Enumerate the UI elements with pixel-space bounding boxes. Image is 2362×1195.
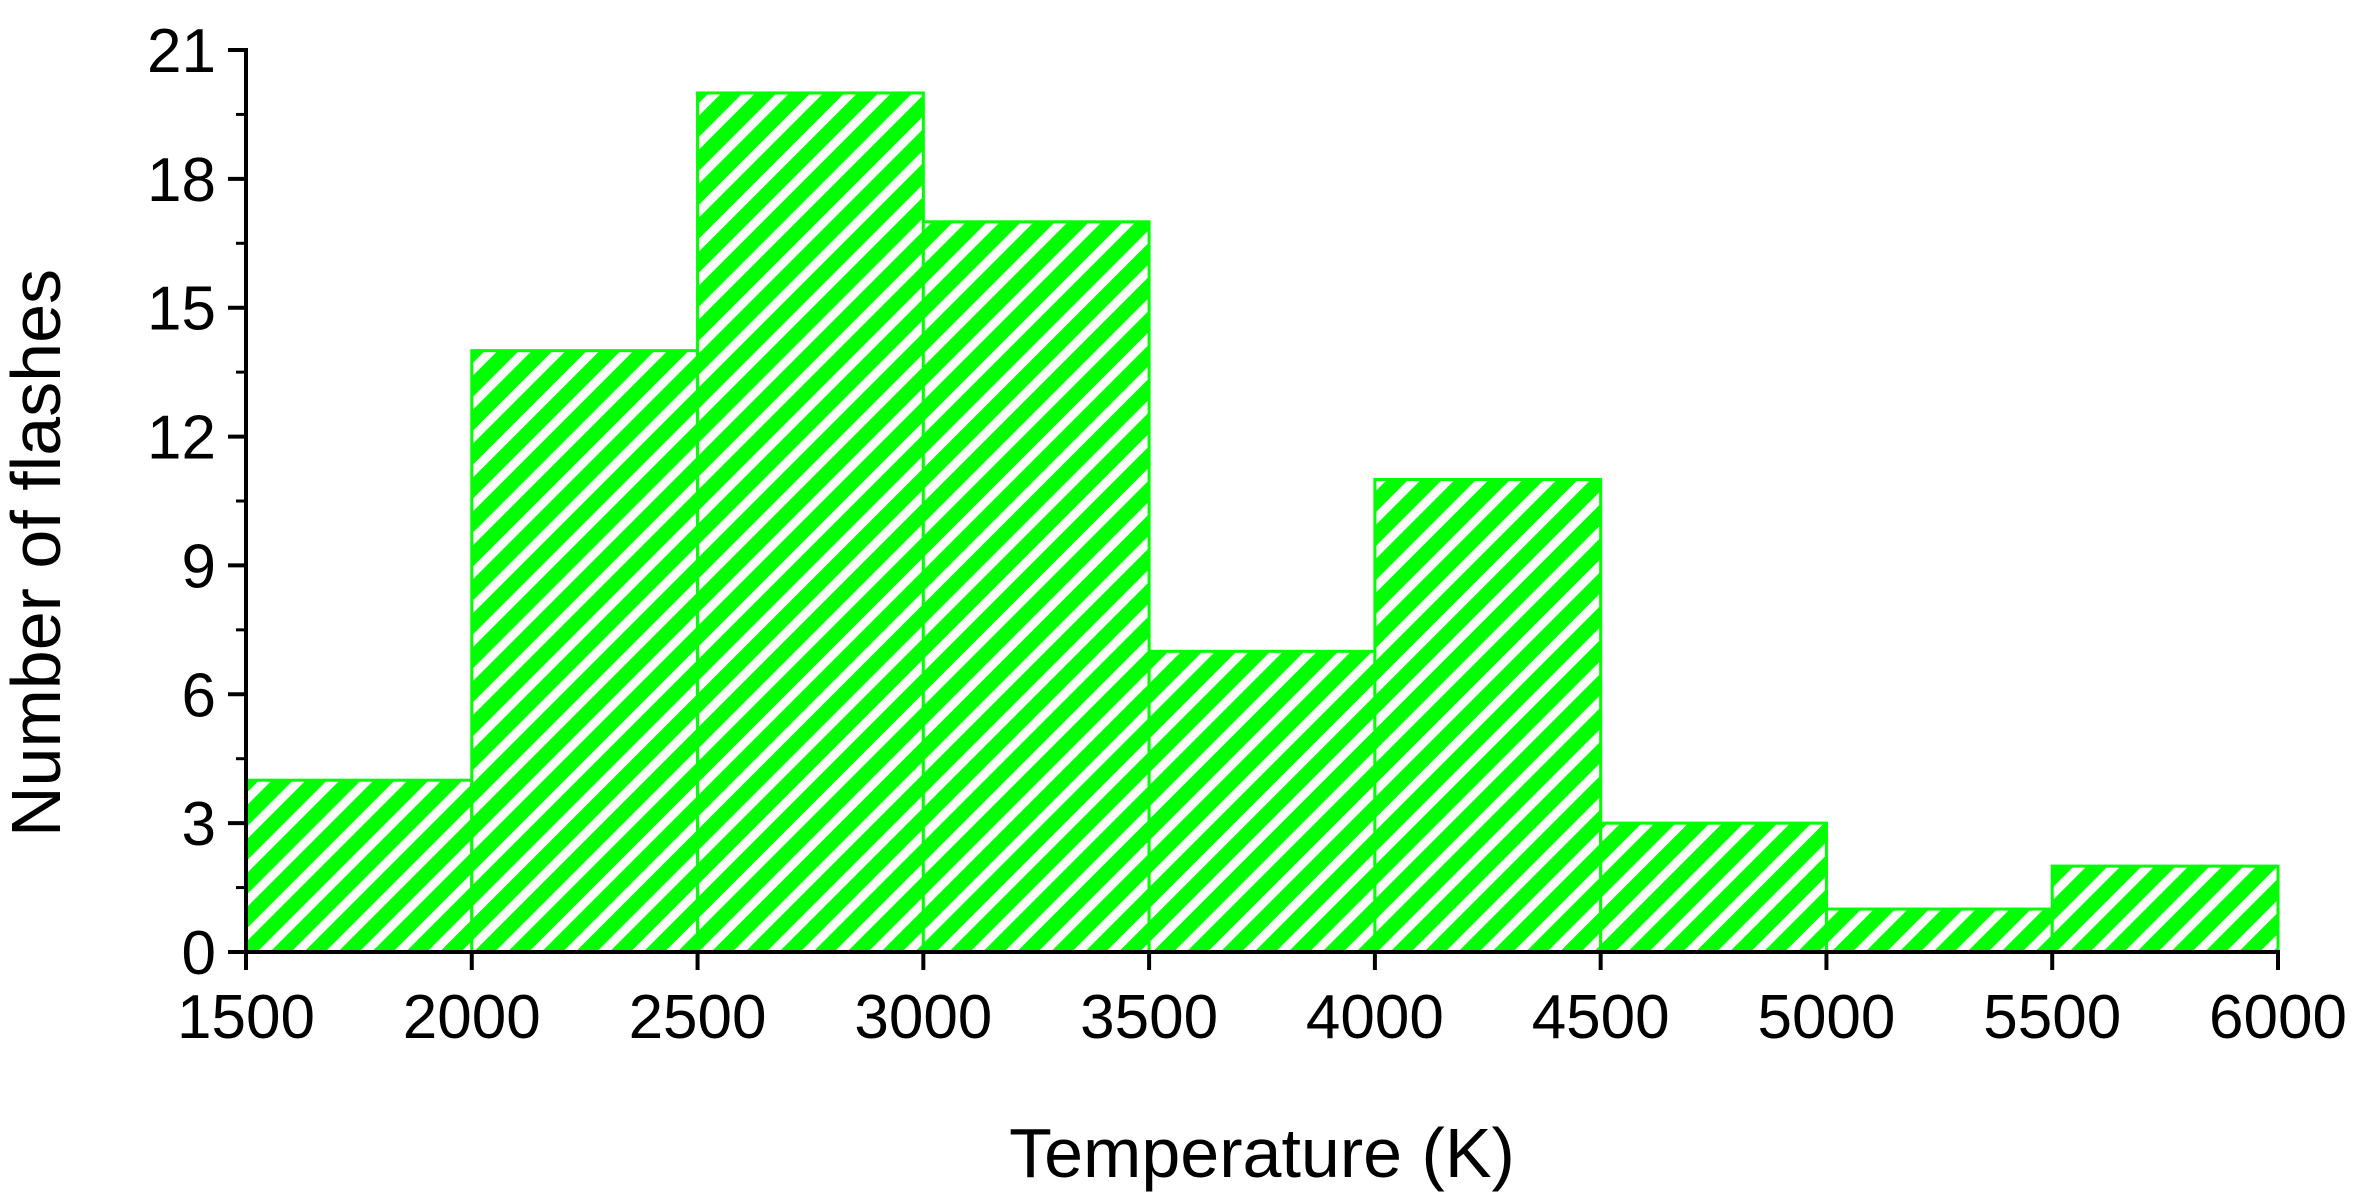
histogram-bar-5 [1373, 478, 1603, 954]
histogram-bar-8 [2050, 864, 2280, 954]
x-tick-label: 3000 [854, 983, 992, 1052]
histogram-bar-7 [1824, 907, 2054, 954]
y-axis-title: Number of flashes [0, 269, 75, 837]
x-tick-label: 3500 [1080, 983, 1218, 1052]
x-tick-label: 5500 [1983, 983, 2121, 1052]
histogram-bar-6 [1599, 821, 1828, 954]
y-tick-label: 12 [147, 404, 216, 473]
y-tick-label: 0 [182, 919, 216, 988]
y-tick-label: 3 [182, 790, 216, 859]
axes-group: 1500 2000 2500 3000 3500 4000 4500 5000 5500 6000… [147, 17, 2347, 1052]
histogram-bar-3 [921, 220, 1151, 954]
x-tick-label: 1500 [177, 983, 315, 1052]
x-tick-label: 6000 [2209, 983, 2347, 1052]
x-axis-title: Temperature (K) [1009, 1114, 1515, 1192]
y-tick-label: 18 [147, 146, 216, 215]
histogram-bar-0 [244, 778, 474, 954]
x-tick-label: 4500 [1532, 983, 1670, 1052]
histogram-bar-2 [696, 91, 925, 954]
histogram-bar-1 [470, 349, 700, 954]
y-tick-label: 6 [182, 661, 216, 730]
x-tick-label: 5000 [1757, 983, 1895, 1052]
histogram-bar-4 [1147, 649, 1377, 954]
x-tick-label: 2500 [629, 983, 767, 1052]
y-tick-label: 21 [147, 17, 216, 86]
x-tick-label: 4000 [1306, 983, 1444, 1052]
x-tick-label: 2000 [403, 983, 541, 1052]
bars-group [244, 91, 2280, 954]
y-tick-label: 9 [182, 532, 216, 601]
y-tick-label: 15 [147, 275, 216, 344]
